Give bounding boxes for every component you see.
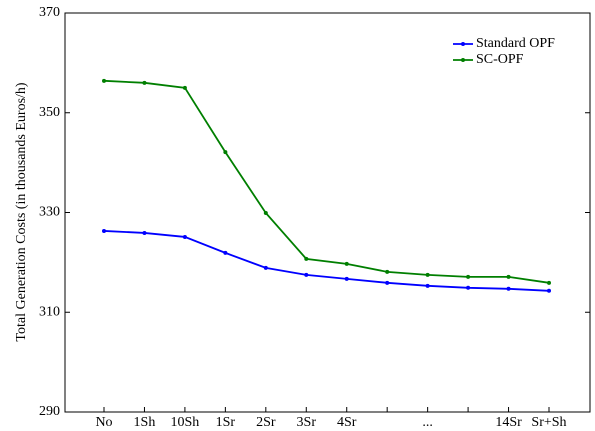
- data-point: [142, 230, 147, 235]
- data-point: [182, 234, 187, 239]
- series-line: [103, 79, 550, 284]
- data-point: [506, 274, 511, 279]
- data-point: [102, 78, 106, 83]
- y-tick-label: 290: [39, 404, 60, 419]
- data-point: [547, 288, 551, 293]
- y-tick-label: 350: [39, 105, 60, 120]
- data-point: [102, 228, 106, 233]
- data-point: [263, 210, 268, 215]
- data-point: [344, 276, 349, 281]
- x-tick-label: Sr+Sh: [531, 415, 566, 430]
- x-tick-label: 10Sh: [171, 415, 200, 430]
- y-axis-label: Total Generation Costs (in thousands Eur…: [14, 82, 29, 341]
- data-point: [304, 256, 309, 261]
- y-tick-label: 310: [39, 304, 60, 319]
- x-tick-label: 1Sr: [216, 415, 236, 430]
- data-point: [223, 150, 228, 155]
- data-point: [385, 269, 390, 274]
- data-point: [223, 250, 228, 255]
- data-point: [344, 261, 349, 266]
- x-tick-label: ...: [422, 415, 433, 430]
- x-tick-label: 1Sh: [134, 415, 156, 430]
- plot-frame: [64, 12, 591, 413]
- x-tick-label: 14Sr: [495, 415, 522, 430]
- legend-label: Standard OPF: [476, 36, 555, 51]
- data-point: [182, 85, 187, 90]
- data-point: [466, 285, 471, 290]
- x-tick-label: 2Sr: [256, 415, 276, 430]
- data-point: [466, 274, 471, 279]
- series-line: [103, 230, 550, 292]
- data-point: [425, 283, 430, 288]
- data-point: [263, 265, 268, 270]
- data-point: [304, 272, 309, 277]
- legend-label: SC-OPF: [476, 52, 524, 67]
- legend-marker: [461, 58, 465, 62]
- x-tick-label: No: [95, 415, 112, 430]
- y-tick-label: 330: [39, 205, 60, 220]
- data-point: [425, 272, 430, 277]
- data-point: [547, 280, 551, 285]
- data-point: [142, 80, 147, 85]
- data-point: [506, 286, 511, 291]
- x-tick-label: 4Sr: [337, 415, 357, 430]
- x-tick-label: 3Sr: [297, 415, 317, 430]
- y-tick-label: 370: [39, 5, 60, 20]
- legend-marker: [461, 42, 465, 46]
- data-point: [385, 280, 390, 285]
